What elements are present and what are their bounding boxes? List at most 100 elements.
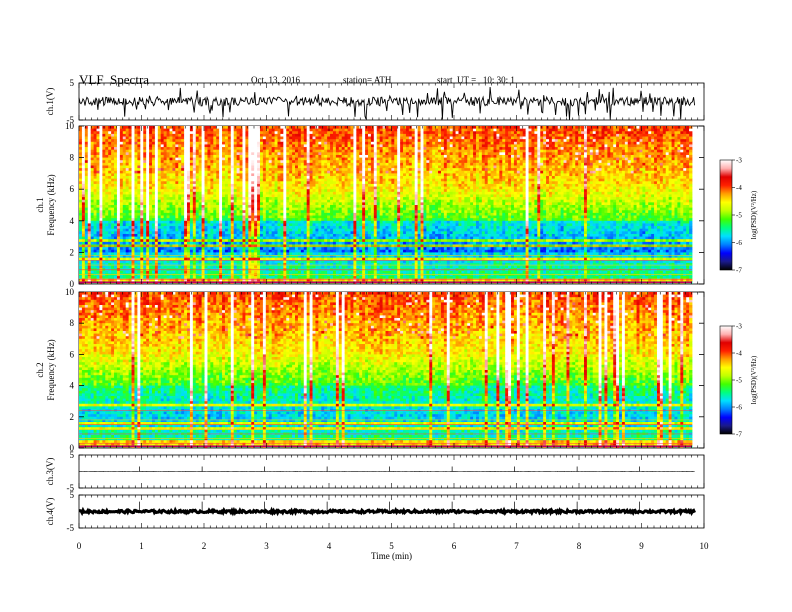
- spectrogram-cell: [633, 162, 637, 166]
- spectrogram-cell: [388, 147, 392, 151]
- spectrogram-cell: [546, 154, 550, 158]
- spectrogram-cell: [373, 141, 378, 145]
- spectrogram-cell: [461, 183, 465, 187]
- spectrogram-cell: [554, 141, 559, 145]
- spectrogram-cell: [189, 170, 194, 174]
- spectrogram-cell: [563, 176, 567, 180]
- spectrogram-cell: [198, 152, 202, 156]
- spectrogram-cell: [178, 133, 182, 137]
- spectrogram-cell: [163, 133, 167, 137]
- spectrogram-cell: [680, 162, 684, 166]
- spectrogram-cell: [84, 141, 89, 145]
- spectrogram-cell: [429, 152, 433, 156]
- spectrogram-cell: [636, 154, 640, 158]
- spectrogram-cell: [137, 152, 141, 156]
- spectrogram-cell: [108, 141, 112, 145]
- spectrogram-cell: [464, 126, 468, 130]
- spectrogram-cell: [376, 168, 381, 172]
- spectrogram-cell: [400, 126, 404, 130]
- spectrogram-cell: [414, 152, 419, 156]
- spectrogram-cell: [198, 178, 202, 182]
- spectrogram-cell: [619, 168, 623, 172]
- spectrogram-cell: [487, 170, 491, 174]
- spectrogram-cell: [642, 133, 646, 137]
- spectrogram-cell: [111, 136, 115, 140]
- spectrogram-cell: [563, 147, 567, 151]
- spectrogram-cell: [578, 165, 582, 169]
- spectrogram-cell: [546, 157, 550, 161]
- spectrogram-cell: [630, 183, 635, 187]
- spectrogram-cell: [455, 139, 459, 143]
- spectrogram-cell: [207, 162, 211, 166]
- spectrogram-cell: [286, 157, 290, 161]
- spectrogram-cell: [134, 186, 138, 190]
- spectrogram-cell: [496, 157, 500, 161]
- spectrogram-cell: [84, 165, 89, 169]
- spectrogram-cell: [683, 144, 687, 148]
- spectrogram-cell: [160, 139, 165, 143]
- spectrogram-cell: [654, 162, 658, 166]
- spectrogram-cell: [111, 178, 115, 182]
- spectrogram-cell: [330, 181, 334, 185]
- spectrogram-cell: [312, 170, 316, 174]
- spectrogram-cell: [181, 149, 185, 153]
- spectrogram-cell: [400, 160, 404, 164]
- spectrogram-cell: [613, 176, 617, 180]
- spectrogram-cell: [257, 141, 261, 145]
- spectrogram-cell: [175, 181, 179, 185]
- spectrogram-cell: [481, 149, 486, 153]
- spectrogram-cell: [505, 173, 509, 177]
- spectrogram-cell: [274, 157, 278, 161]
- spectrogram-cell: [642, 160, 646, 164]
- spectrogram-cell: [394, 128, 398, 132]
- spectrogram-cell: [662, 154, 667, 158]
- spectrogram-cell: [239, 149, 243, 153]
- spectrogram-cell: [566, 152, 570, 156]
- spectrogram-cell: [105, 154, 109, 158]
- spectrogram-cell: [245, 168, 249, 172]
- spectrogram-cell: [379, 181, 383, 185]
- spectrogram-cell: [432, 144, 436, 148]
- spectrogram-cell: [131, 173, 135, 177]
- spectrogram-cell: [581, 176, 585, 180]
- spectrogram-cell: [400, 154, 404, 158]
- spectrogram-cell: [102, 165, 106, 169]
- spectrogram-cell: [440, 173, 445, 177]
- spectrogram-cell: [102, 149, 106, 153]
- spectrogram-cell: [659, 154, 664, 158]
- spectrogram-cell: [207, 152, 211, 156]
- spectrogram-cell: [440, 133, 445, 137]
- spectrogram-cell: [624, 176, 629, 180]
- spectrogram-cell: [157, 136, 162, 140]
- spectrogram-cell: [586, 183, 591, 187]
- spectrogram-cell: [537, 181, 541, 185]
- spectrogram-cell: [233, 176, 238, 180]
- spectrogram-cell: [443, 165, 448, 169]
- spectrogram-cell: [327, 160, 331, 164]
- spectrogram-cell: [566, 165, 570, 169]
- spectrogram-cell: [584, 147, 588, 151]
- spectrogram-cell: [233, 139, 238, 143]
- spectrogram-cell: [464, 176, 468, 180]
- spectrogram-cell: [362, 133, 366, 137]
- spectrogram-cell: [125, 147, 130, 151]
- spectrogram-cell: [128, 178, 132, 182]
- spectrogram-cell: [581, 152, 585, 156]
- spectrogram-cell: [525, 141, 529, 145]
- spectrogram-cell: [318, 178, 322, 182]
- spectrogram-cell: [283, 128, 287, 132]
- spectrogram-cell: [385, 186, 389, 190]
- spectrogram-cell: [645, 168, 649, 172]
- spectrogram-cell: [627, 139, 632, 143]
- spectrogram-cell: [157, 157, 162, 161]
- spectrogram-cell: [280, 128, 284, 132]
- spectrogram-cell: [327, 133, 331, 137]
- spectrogram-cell: [201, 147, 205, 151]
- spectrogram-cell: [440, 183, 445, 187]
- spectrogram-cell: [222, 168, 226, 172]
- spectrogram-cell: [251, 126, 255, 130]
- spectrogram-cell: [175, 170, 179, 174]
- spectrogram-cell: [172, 126, 176, 130]
- spectrogram-cell: [586, 176, 591, 180]
- spectrogram-cell: [493, 152, 497, 156]
